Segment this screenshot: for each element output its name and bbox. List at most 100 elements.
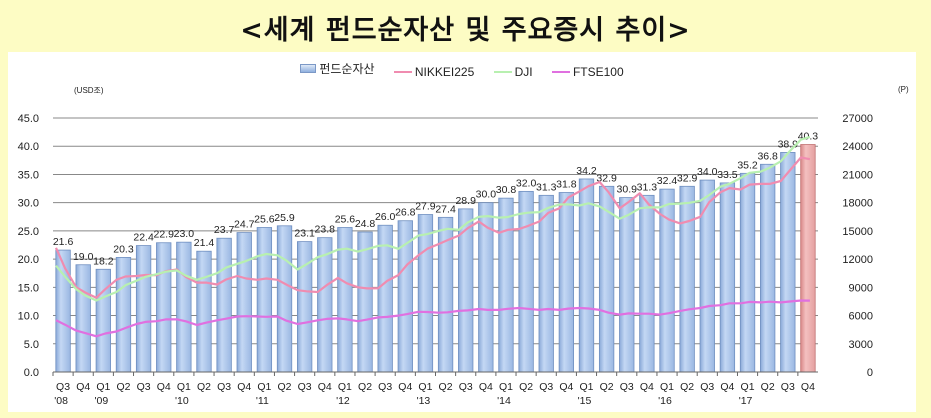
bar-value-label: 35.2 xyxy=(737,159,758,171)
bar-value-label: 33.5 xyxy=(717,169,738,181)
bar-value-label: 31.8 xyxy=(556,179,577,191)
fund-asset-bar xyxy=(256,227,273,373)
legend-item-dji: DJI xyxy=(493,65,533,79)
line-dji xyxy=(55,135,811,302)
chart-legend: 펀드순자산 NIKKEI225 DJI FTSE100 xyxy=(8,60,916,79)
fund-asset-bar xyxy=(75,264,91,373)
x-year-label: '16 xyxy=(658,395,672,407)
bar-value-label: 24.8 xyxy=(355,218,376,230)
bar-value-label: 30.0 xyxy=(476,189,497,201)
bar-value-label: 22.4 xyxy=(133,232,154,244)
left-tick-label: 40.0 xyxy=(18,141,39,153)
x-year-label: '08 xyxy=(54,395,68,407)
right-tick-label: 6000 xyxy=(849,311,873,323)
fund-asset-bar xyxy=(679,185,695,373)
fund-asset-bar xyxy=(176,241,192,373)
x-category-label: Q1 xyxy=(257,381,271,393)
fund-asset-bar xyxy=(357,231,373,373)
bar-value-label: 31.3 xyxy=(637,181,658,193)
fund-asset-bar xyxy=(518,190,534,373)
fund-asset-bar xyxy=(417,214,434,373)
bar-value-label: 25.6 xyxy=(254,214,275,226)
bar-value-label: 34.2 xyxy=(576,165,597,177)
fund-asset-bar xyxy=(659,188,675,373)
bar-value-label: 23.1 xyxy=(294,228,315,240)
bar-value-label: 21.6 xyxy=(53,236,74,248)
plot-area: 0.0 0 5.0 3000 10.0 6000 15.0 9000 20.0 12000 25.0… xyxy=(18,113,873,407)
line-swatch-icon xyxy=(551,71,570,73)
left-tick-label: 30.0 xyxy=(18,198,39,210)
legend-item-ftse: FTSE100 xyxy=(551,65,624,79)
x-category-label: Q1 xyxy=(96,381,110,393)
fund-asset-bar xyxy=(216,237,232,373)
left-tick-label: 5.0 xyxy=(24,339,39,351)
x-category-label: Q1 xyxy=(579,381,593,393)
right-tick-label: 0 xyxy=(867,367,873,379)
left-tick-label: 35.0 xyxy=(18,169,39,181)
fund-asset-bar xyxy=(95,268,111,373)
x-year-label: '17 xyxy=(739,395,753,407)
x-category-label: Q1 xyxy=(660,381,674,393)
x-category-label: Q2 xyxy=(600,381,614,393)
left-tick-label: 0.0 xyxy=(24,367,39,379)
x-category-label: Q4 xyxy=(398,381,412,393)
right-axis-unit: (P) xyxy=(898,85,909,94)
x-year-label: '12 xyxy=(336,395,350,407)
x-category-label: Q3 xyxy=(781,381,795,393)
fund-asset-bar xyxy=(115,257,132,373)
bar-value-label: 30.8 xyxy=(496,184,517,196)
fund-asset-bar xyxy=(236,232,252,373)
fund-asset-bar xyxy=(760,163,776,373)
right-tick-label: 18000 xyxy=(842,198,873,210)
left-tick-label: 20.0 xyxy=(18,254,39,266)
bar-value-label: 24.7 xyxy=(234,219,255,231)
x-category-label: Q4 xyxy=(559,381,573,393)
x-category-label: Q4 xyxy=(157,381,171,393)
left-tick-label: 15.0 xyxy=(18,282,39,294)
bar-value-label: 27.9 xyxy=(415,201,436,213)
bar-value-label: 32.9 xyxy=(677,172,698,184)
right-tick-label: 12000 xyxy=(842,254,873,266)
fund-asset-bar xyxy=(276,225,293,373)
bar-value-label: 26.0 xyxy=(375,211,396,223)
x-category-label: Q3 xyxy=(700,381,714,393)
x-year-label: '09 xyxy=(94,395,108,407)
x-year-label: '14 xyxy=(497,395,511,407)
x-category-label: Q4 xyxy=(237,381,251,393)
x-category-label: Q4 xyxy=(720,381,734,393)
bar-value-label: 32.4 xyxy=(657,175,678,187)
bar-value-label: 36.8 xyxy=(757,150,778,162)
fund-asset-bar xyxy=(719,182,736,373)
x-category-label: Q2 xyxy=(197,381,211,393)
line-swatch-icon xyxy=(493,71,512,73)
x-category-label: Q2 xyxy=(439,381,453,393)
bar-value-label: 22.9 xyxy=(154,229,175,241)
bar-value-label: 25.6 xyxy=(335,214,356,226)
x-category-label: Q2 xyxy=(116,381,130,393)
fund-asset-bar xyxy=(619,197,635,373)
left-tick-label: 25.0 xyxy=(18,226,39,238)
x-category-label: Q3 xyxy=(459,381,473,393)
x-category-label: Q3 xyxy=(56,381,70,393)
fund-asset-bar xyxy=(498,197,514,373)
x-category-label: Q2 xyxy=(761,381,775,393)
fund-asset-bar xyxy=(558,192,575,373)
line-ftse100 xyxy=(55,299,810,338)
x-category-label: Q3 xyxy=(217,381,231,393)
right-tick-label: 27000 xyxy=(842,113,873,125)
legend-item-nikkei: NIKKEI225 xyxy=(393,65,474,79)
fund-asset-bar xyxy=(538,194,554,373)
fund-asset-bar xyxy=(578,178,595,373)
x-category-label: Q4 xyxy=(479,381,493,393)
line-swatch-icon xyxy=(393,71,412,73)
right-tick-label: 24000 xyxy=(842,141,873,153)
fund-asset-bar xyxy=(780,152,796,373)
page-title: <세계 펀드순자산 및 주요증시 추이> xyxy=(240,15,691,46)
bar-value-label: 27.4 xyxy=(435,203,456,215)
bar-value-label: 26.8 xyxy=(395,207,416,219)
right-tick-label: 3000 xyxy=(849,339,873,351)
left-axis-unit: (USD조) xyxy=(74,86,104,95)
fund-asset-bar xyxy=(639,194,655,373)
bar-swatch-icon xyxy=(300,64,317,73)
x-category-label: Q3 xyxy=(620,381,634,393)
